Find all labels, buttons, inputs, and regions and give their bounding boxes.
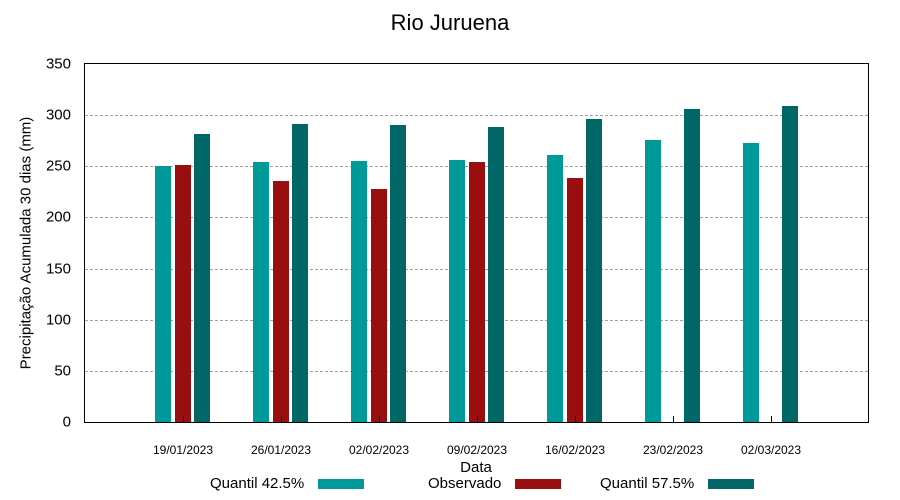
bar-quantil-42-5- bbox=[253, 162, 269, 422]
y-tick-label: 300 bbox=[45, 106, 71, 124]
legend-label: Observado bbox=[428, 475, 502, 492]
x-tick bbox=[281, 416, 282, 422]
y-tick-label: 50 bbox=[54, 362, 71, 380]
bar-quantil-57-5- bbox=[292, 124, 308, 422]
x-tick-label: 02/03/2023 bbox=[740, 443, 802, 457]
gridline bbox=[85, 115, 868, 117]
plot-area bbox=[84, 63, 869, 423]
bar-observado bbox=[371, 188, 387, 422]
legend-label: Quantil 57.5% bbox=[600, 475, 695, 492]
bar-quantil-42-5- bbox=[449, 160, 465, 422]
y-axis-label: Precipitação Acumulada 30 dias (mm) bbox=[17, 116, 35, 370]
bar-observado bbox=[469, 162, 485, 422]
bar-quantil-42-5- bbox=[351, 161, 367, 422]
bar-quantil-42-5- bbox=[645, 139, 661, 422]
x-tick-label: 19/01/2023 bbox=[152, 443, 214, 457]
y-tick-label: 100 bbox=[45, 311, 71, 329]
x-tick bbox=[771, 416, 772, 422]
bar-observado bbox=[273, 180, 289, 422]
bar-quantil-57-5- bbox=[684, 109, 700, 422]
y-tick-label: 0 bbox=[62, 413, 71, 431]
bar-quantil-57-5- bbox=[194, 133, 210, 422]
legend-item: Observado bbox=[428, 475, 562, 492]
chart-title: Rio Juruena bbox=[390, 10, 510, 35]
bar-quantil-42-5- bbox=[743, 142, 759, 422]
x-tick-label: 02/02/2023 bbox=[348, 443, 410, 457]
legend-swatch bbox=[708, 478, 755, 489]
x-tick bbox=[673, 416, 674, 422]
y-tick-label: 200 bbox=[45, 208, 71, 226]
bar-observado bbox=[175, 165, 191, 422]
legend-label: Quantil 42.5% bbox=[210, 475, 305, 492]
legend-swatch bbox=[515, 478, 562, 489]
x-tick-label: 23/02/2023 bbox=[642, 443, 704, 457]
x-tick bbox=[575, 416, 576, 422]
x-axis-label: Data bbox=[460, 459, 492, 476]
legend-item: Quantil 57.5% bbox=[600, 475, 755, 492]
x-tick-label: 26/01/2023 bbox=[250, 443, 312, 457]
y-tick-label: 250 bbox=[45, 157, 71, 175]
y-tick-label: 150 bbox=[45, 260, 71, 278]
bar-quantil-57-5- bbox=[488, 127, 504, 422]
bar-quantil-57-5- bbox=[782, 105, 798, 422]
x-tick bbox=[477, 416, 478, 422]
y-tick-label: 350 bbox=[45, 55, 71, 73]
x-tick-label: 09/02/2023 bbox=[446, 443, 508, 457]
bar-quantil-42-5- bbox=[547, 155, 563, 422]
legend-swatch bbox=[318, 478, 365, 489]
bar-quantil-57-5- bbox=[390, 125, 406, 422]
x-tick bbox=[379, 416, 380, 422]
x-tick bbox=[183, 416, 184, 422]
bar-quantil-42-5- bbox=[155, 166, 171, 422]
bar-observado bbox=[567, 177, 583, 422]
x-tick-label: 16/02/2023 bbox=[544, 443, 606, 457]
legend-item: Quantil 42.5% bbox=[210, 475, 365, 492]
bar-quantil-57-5- bbox=[586, 119, 602, 422]
